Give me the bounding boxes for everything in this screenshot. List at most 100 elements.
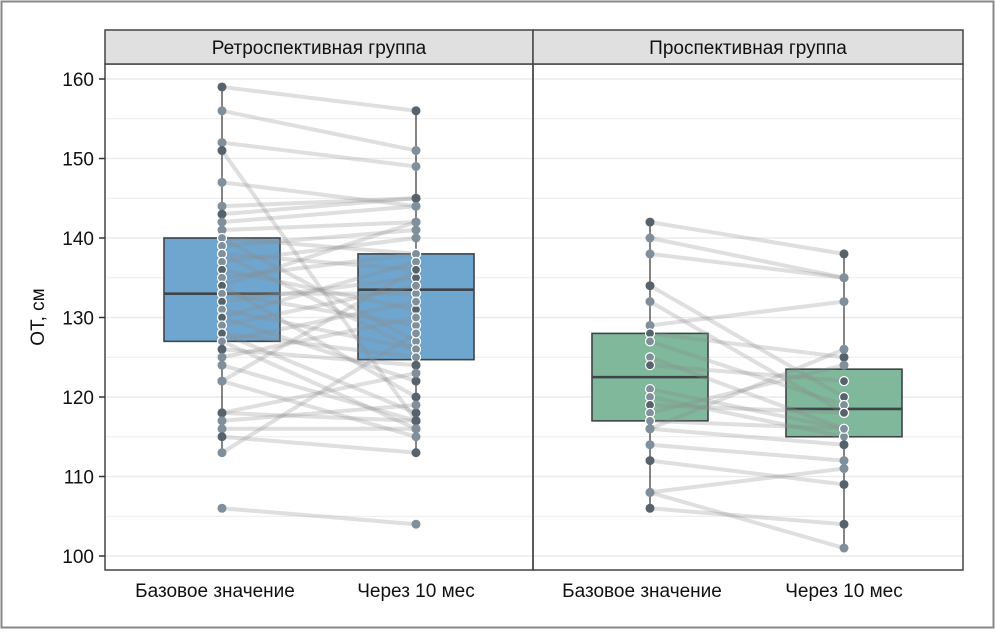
pair-line [221, 220, 417, 233]
pair-line [649, 466, 845, 495]
y-tick-label: 110 [64, 468, 94, 489]
panel-0 [104, 63, 534, 571]
pair-line [221, 228, 417, 248]
data-point-followup [411, 360, 421, 370]
pair-line [221, 307, 417, 352]
pair-line [221, 506, 417, 527]
pair-line [649, 442, 845, 463]
data-point-baseline [217, 376, 227, 386]
data-point-followup [411, 424, 421, 434]
pair-line [221, 275, 417, 304]
pair-line [221, 251, 417, 272]
pair-line [221, 252, 417, 352]
pair-line [221, 347, 417, 368]
data-point-followup [411, 448, 421, 458]
data-point-baseline [645, 297, 655, 307]
pair-line [221, 140, 417, 169]
data-point-followup [411, 233, 421, 243]
pair-line [221, 220, 417, 288]
pair-line [221, 236, 417, 344]
pair-line [221, 331, 417, 360]
data-point-baseline [645, 217, 655, 227]
data-point-followup [839, 479, 849, 489]
pair-line [220, 331, 418, 455]
pair-line [221, 204, 417, 225]
gridlines [105, 78, 963, 557]
x-tick-label-0-baseline: Базовое значение [135, 581, 295, 602]
pair-line [649, 339, 845, 407]
data-point-followup [839, 344, 849, 354]
data-point-baseline [217, 424, 227, 434]
pair-line [649, 355, 845, 431]
y-tick-label: 120 [62, 388, 94, 409]
pair-line [221, 410, 417, 423]
pair-line [221, 299, 417, 344]
data-point-followup [410, 312, 422, 323]
pair-line [649, 331, 845, 360]
data-point-followup [411, 416, 421, 426]
data-point-baseline [645, 487, 655, 497]
data-point-baseline [217, 209, 227, 219]
data-point-baseline [645, 233, 655, 243]
pair-line [221, 402, 417, 423]
panel-title-0: Ретроспективная группа [212, 38, 427, 59]
data-point-baseline [217, 146, 227, 156]
pair-line [649, 363, 845, 384]
data-point-followup [839, 297, 849, 307]
data-point-baseline [645, 440, 655, 450]
data-point-followup [411, 161, 421, 171]
pair-line [649, 347, 845, 431]
data-point-followup [411, 201, 421, 211]
y-tick-label: 140 [62, 229, 94, 250]
pair-line [221, 283, 417, 328]
pair-line [649, 506, 845, 527]
data-point-baseline [216, 336, 228, 347]
data-point-baseline [217, 416, 227, 426]
pair-line [221, 331, 417, 415]
data-point-baseline [217, 360, 227, 370]
y-tick-label: 100 [62, 547, 94, 568]
pair-line [649, 236, 845, 280]
pair-line [649, 251, 845, 280]
data-point-followup [411, 368, 421, 378]
pair-line [649, 395, 845, 439]
pair-line [221, 339, 417, 431]
pair-line [649, 387, 845, 431]
pair-line [221, 291, 417, 328]
data-point-baseline [217, 408, 227, 418]
y-tick-label: 130 [62, 309, 94, 330]
pair-line [221, 108, 417, 153]
data-point-baseline [645, 249, 655, 259]
pair-line [221, 236, 417, 256]
pair-line [221, 267, 417, 312]
pair-line [649, 220, 845, 256]
panel-title-1: Проспективная группа [649, 38, 847, 59]
data-point-followup [411, 146, 421, 156]
y-axis: 100 110 120 130 140 150 160 [62, 70, 105, 568]
data-point-baseline [644, 415, 656, 426]
data-point-followup [410, 264, 422, 275]
data-point-baseline [217, 448, 227, 458]
data-point-followup [411, 392, 421, 402]
pair-line [649, 490, 845, 550]
data-point-baseline [217, 177, 227, 187]
pair-line [221, 236, 417, 264]
data-point-followup [411, 225, 421, 235]
data-point-followup [839, 273, 849, 283]
data-point-followup [411, 432, 421, 442]
data-point-followup [411, 217, 421, 227]
data-point-followup [839, 440, 849, 450]
pair-line [649, 283, 845, 399]
pair-line [221, 379, 417, 439]
x-tick-label-1-followup: Через 10 мес [785, 581, 902, 602]
data-point-baseline [217, 82, 227, 92]
pair-line [649, 418, 845, 431]
data-point-followup [839, 360, 849, 370]
data-point-followup [410, 280, 422, 291]
data-point-baseline [217, 217, 227, 227]
data-point-followup [839, 249, 849, 259]
data-point-followup [838, 407, 850, 418]
